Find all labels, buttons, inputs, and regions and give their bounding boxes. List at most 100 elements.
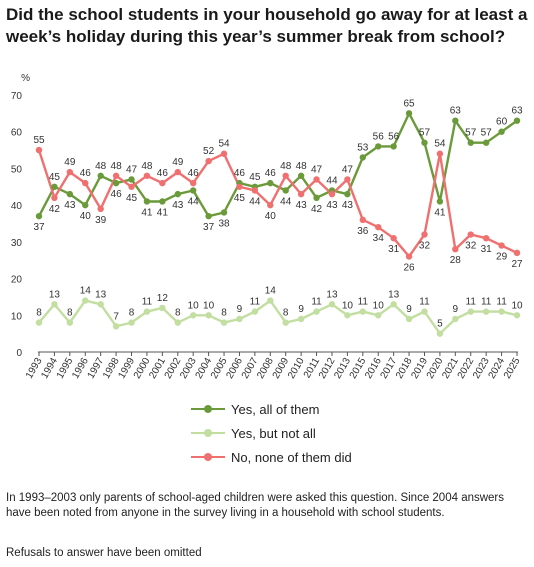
data-label-some: 11 xyxy=(481,297,492,308)
data-point-none xyxy=(236,183,243,190)
footnote-refusals: Refusals to answer have been omitted xyxy=(6,547,202,559)
data-label-none: 32 xyxy=(465,241,477,252)
y-tick-label: 30 xyxy=(11,238,23,249)
data-label-none: 39 xyxy=(95,215,107,226)
data-point-some xyxy=(267,297,274,304)
data-point-some xyxy=(436,330,444,337)
y-tick-label: 20 xyxy=(11,275,23,286)
data-label-some: 9 xyxy=(406,304,412,315)
data-label-none: 48 xyxy=(111,161,123,172)
data-point-some xyxy=(220,319,228,326)
data-point-all xyxy=(35,212,43,220)
data-label-all: 47 xyxy=(126,164,138,175)
data-label-none: 43 xyxy=(296,200,308,211)
data-point-all xyxy=(405,110,413,117)
chart-legend: Yes, all of them Yes, but not all No, no… xyxy=(191,397,352,469)
data-label-all: 65 xyxy=(404,98,416,109)
data-label-some: 10 xyxy=(511,300,523,311)
data-point-all xyxy=(267,179,274,187)
data-point-some xyxy=(405,315,413,323)
data-point-all xyxy=(375,143,382,150)
data-label-all: 44 xyxy=(326,175,338,186)
data-point-none xyxy=(482,234,490,242)
data-label-some: 14 xyxy=(265,286,277,297)
data-label-some: 8 xyxy=(221,308,227,319)
data-point-all xyxy=(421,139,428,146)
data-point-some xyxy=(97,301,104,308)
data-point-all xyxy=(452,117,459,124)
data-label-all: 43 xyxy=(64,200,76,211)
data-label-some: 11 xyxy=(419,297,430,308)
legend-swatch-some xyxy=(191,428,225,438)
data-point-some xyxy=(236,315,243,323)
data-label-all: 37 xyxy=(33,222,45,233)
data-label-some: 11 xyxy=(466,297,477,308)
data-label-all: 45 xyxy=(49,172,61,183)
x-tick-label: 2010 xyxy=(286,356,307,381)
data-label-some: 9 xyxy=(298,304,304,315)
data-point-none xyxy=(344,176,351,183)
data-label-some: 13 xyxy=(326,289,338,300)
data-label-none: 28 xyxy=(450,255,462,266)
data-point-none xyxy=(174,168,181,176)
data-label-all: 44 xyxy=(188,196,200,207)
data-point-none xyxy=(436,150,444,157)
data-label-some: 10 xyxy=(188,300,200,311)
data-label-all: 48 xyxy=(296,161,308,172)
data-label-all: 57 xyxy=(465,128,477,139)
data-point-none xyxy=(205,157,212,165)
data-point-some xyxy=(66,319,74,326)
data-point-some xyxy=(205,312,212,319)
data-label-all: 42 xyxy=(311,204,323,215)
data-label-none: 48 xyxy=(141,161,153,172)
data-label-all: 41 xyxy=(157,207,169,218)
data-point-all xyxy=(205,212,212,220)
data-label-all: 43 xyxy=(172,200,184,211)
data-label-some: 11 xyxy=(358,297,369,308)
data-label-none: 46 xyxy=(80,168,92,179)
data-point-all xyxy=(498,128,505,135)
data-point-some xyxy=(344,312,351,319)
data-point-none xyxy=(359,216,367,224)
data-point-all xyxy=(51,183,58,190)
data-point-none xyxy=(313,176,320,183)
series-line-some xyxy=(38,299,518,335)
data-point-none xyxy=(159,179,166,187)
data-label-none: 45 xyxy=(126,193,138,204)
chart-axes: 010203040506070%199319941995199619971998… xyxy=(11,73,523,381)
y-tick-label: 0 xyxy=(16,348,22,359)
data-label-some: 9 xyxy=(453,304,459,315)
data-point-some xyxy=(51,301,58,308)
data-label-none: 27 xyxy=(511,259,523,270)
data-label-all: 60 xyxy=(496,117,508,128)
data-point-all xyxy=(282,187,289,194)
data-point-all xyxy=(97,172,104,179)
chart-points xyxy=(35,110,521,337)
data-label-some: 8 xyxy=(67,308,73,319)
data-point-some xyxy=(282,319,289,326)
data-label-all: 38 xyxy=(218,218,230,229)
data-label-all: 41 xyxy=(141,207,153,218)
data-label-none: 29 xyxy=(496,252,508,263)
data-point-some xyxy=(297,315,305,323)
data-label-some: 11 xyxy=(311,297,322,308)
data-label-none: 44 xyxy=(249,196,261,207)
legend-item-none: No, none of them did xyxy=(191,445,352,469)
data-point-none xyxy=(375,223,382,231)
data-label-none: 49 xyxy=(172,157,184,168)
data-point-none xyxy=(297,190,305,198)
data-label-all: 56 xyxy=(373,131,385,142)
data-label-none: 34 xyxy=(373,233,385,244)
data-point-some xyxy=(112,323,120,330)
data-label-all: 57 xyxy=(419,128,431,139)
data-point-none xyxy=(189,179,197,187)
data-label-some: 5 xyxy=(437,319,443,330)
data-point-some xyxy=(467,308,474,315)
data-label-none: 52 xyxy=(203,146,215,157)
data-label-none: 47 xyxy=(342,164,354,175)
legend-label-some: Yes, but not all xyxy=(231,425,316,441)
data-label-all: 44 xyxy=(280,196,292,207)
legend-label-all: Yes, all of them xyxy=(231,401,320,417)
data-point-some xyxy=(251,308,259,315)
data-point-some xyxy=(359,308,367,315)
